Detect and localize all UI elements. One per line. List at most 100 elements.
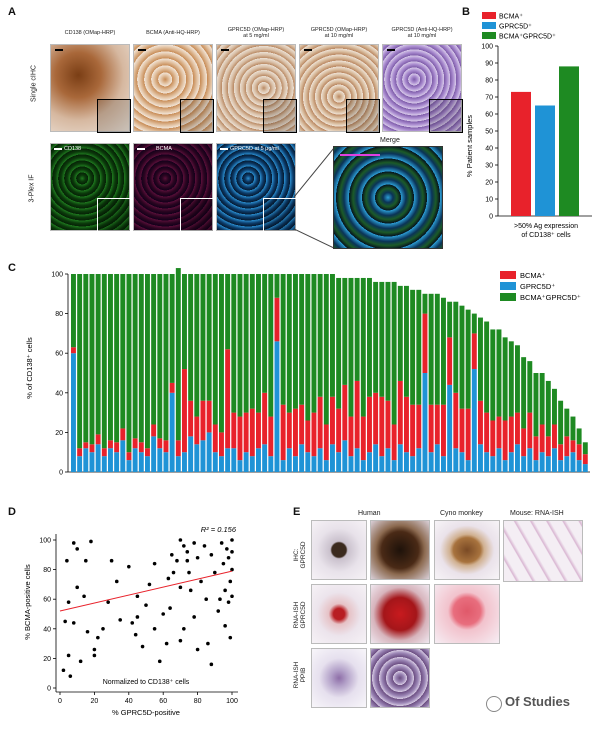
chart-c-bar-segment	[311, 412, 317, 457]
chart-c-bar-segment	[478, 444, 483, 472]
chart-d-point	[84, 558, 88, 563]
chart-d: 0 20 40 60 80 100 0 20 40 60 80 100 R² = 0.156 Norm…	[23, 525, 238, 717]
e-row-label-rnaish-ppib: RNA-ISH PPIB	[293, 661, 307, 689]
if-label-bcma: BCMA	[156, 146, 172, 152]
chart-d-ytick-label: 80	[43, 567, 51, 574]
panel-label-e: E	[293, 506, 301, 518]
chart-c-bar-segment	[268, 416, 274, 457]
chart-c-bar-segment	[231, 274, 237, 413]
chart-c-bar-segment	[465, 309, 471, 409]
chart-c-bar-segment	[175, 268, 181, 441]
chart-d-point	[92, 647, 97, 652]
chart-d-ytick-label: 40	[43, 626, 51, 633]
chart-c-bar-segment	[545, 380, 551, 437]
chart-c-bar-segment	[77, 274, 83, 449]
chart-d-fit-line	[59, 570, 233, 612]
chart-d-point	[71, 621, 76, 625]
chart-b-category-label: >50% Ag expression of CD138⁺ cells	[514, 223, 578, 239]
chart-c-bar-segment	[231, 412, 237, 449]
chart-d-point	[168, 606, 172, 610]
chart-c-ytick-label: 100	[51, 272, 63, 279]
panel-label-a: A	[8, 6, 16, 18]
chart-c-bar-segment	[564, 408, 570, 437]
chart-c-bar-segment	[274, 274, 280, 298]
chart-d-point	[187, 570, 191, 575]
chart-c-bar-segment	[212, 424, 218, 453]
chart-c-bar-segment	[533, 436, 539, 461]
chart-c-bar-segment	[373, 392, 379, 445]
chart-c-bar-segment	[515, 444, 520, 472]
chart-d-point	[175, 558, 179, 563]
e-header-human: Human	[358, 510, 381, 517]
chart-c-bar-segment	[447, 384, 453, 472]
chart-c-bar-segment	[416, 448, 422, 472]
chart-c-bar-segment	[391, 281, 397, 425]
chart-b-ytick-label: 70	[485, 95, 493, 102]
chart-d-r2-annotation: R² = 0.156	[201, 525, 237, 534]
chart-c-bar-segment	[157, 438, 163, 449]
chart-c-bar-segment	[77, 448, 83, 457]
if-image-cd138: CD138	[50, 143, 131, 232]
chart-c-bar-segment	[317, 448, 323, 472]
chart-d-point	[85, 629, 90, 634]
chart-c-bar-segment	[293, 274, 298, 409]
chart-c-legend-swatch	[500, 271, 516, 279]
chart-c-bar-segment	[237, 416, 243, 461]
chart-c-bar-segment	[447, 301, 453, 338]
chart-c-bar-segment	[249, 408, 255, 457]
chart-c-bar-segment	[434, 404, 440, 445]
chart-d-ytick-label: 60	[43, 597, 51, 604]
chart-c-bar-segment	[533, 460, 539, 472]
ihc-image-gprc5d-10	[299, 44, 380, 133]
col-title-gprc5d-5: GPRC5D (OMap-HRP) at 5 mg/ml	[227, 27, 285, 39]
chart-b-ytick-label: 50	[485, 129, 493, 136]
chart-c-bar-segment	[428, 404, 434, 453]
chart-d-point	[195, 647, 200, 652]
e-image-human-rnaish-ppib-zoom	[370, 648, 430, 708]
chart-b-ylabel: % Patient samples	[465, 115, 474, 177]
chart-d-point	[66, 653, 71, 658]
chart-c-bar-segment	[447, 337, 453, 385]
chart-c-bar-segment	[397, 444, 403, 472]
chart-c-bar-segment	[114, 274, 120, 443]
chart-c-bar-segment	[496, 416, 502, 449]
chart-c-bar-segment	[126, 452, 132, 461]
chart-c-bar-segment	[465, 408, 471, 461]
e-image-human-rnaish-ppib	[311, 648, 367, 708]
chart-d-points	[61, 538, 234, 678]
chart-c-bar-segment	[558, 460, 564, 472]
chart-c-bar-segment	[416, 289, 422, 405]
chart-d-xtick-label: 100	[226, 698, 238, 705]
chart-c-bar-segment	[299, 404, 305, 445]
chart-c-bar-segment	[471, 333, 477, 370]
chart-c-bar-segment	[515, 345, 520, 413]
chart-c-bar-segment	[539, 373, 545, 425]
chart-d-point	[195, 555, 200, 560]
chart-c-bar-segment	[89, 274, 95, 445]
chart-c-bar-segment	[219, 274, 224, 433]
chart-c-bar-segment	[502, 420, 508, 461]
chart-d-point	[75, 547, 79, 551]
chart-c-bar-segment	[299, 274, 305, 405]
chart-d-axes: 0 20 40 60 80 100 0 20 40 60 80 100	[39, 534, 238, 705]
chart-d-point	[192, 615, 196, 619]
chart-b-bar-1	[535, 105, 555, 216]
chart-d-normalized-note: Normalized to CD138⁺ cells	[103, 679, 190, 686]
chart-c-bar-segment	[515, 412, 520, 445]
chart-c-bar-segment	[243, 412, 249, 453]
e-row-label-ihc: IHC: GPRC5D	[293, 541, 307, 569]
chart-d-point	[185, 558, 190, 563]
chart-d-point	[209, 662, 214, 667]
chart-c-bar-segment	[521, 428, 527, 457]
chart-c-bar-segment	[367, 277, 372, 397]
chart-b-ytick-label: 20	[485, 180, 493, 187]
chart-c-bar-segment	[262, 274, 268, 393]
e-image-human-ihc	[311, 520, 367, 580]
chart-c-bar-segment	[280, 460, 286, 472]
chart-c-bar-segment	[410, 456, 416, 472]
chart-d-point	[82, 594, 86, 599]
chart-d-point	[164, 641, 169, 646]
chart-c-bar-segment	[286, 274, 292, 413]
chart-c-bar-segment	[496, 448, 502, 472]
chart-c-bar-segment	[89, 444, 95, 453]
